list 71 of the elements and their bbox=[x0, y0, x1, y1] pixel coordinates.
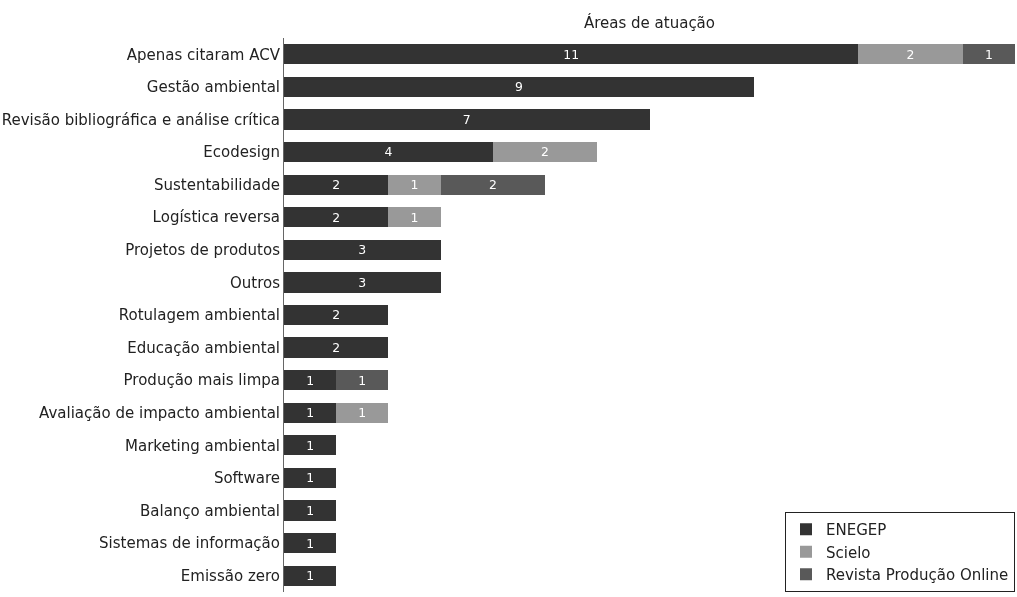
bar bbox=[284, 435, 337, 456]
data-label: 2 bbox=[906, 46, 915, 62]
bar bbox=[858, 44, 963, 65]
data-label: 2 bbox=[332, 209, 341, 225]
bar bbox=[284, 239, 441, 260]
data-label: 1 bbox=[306, 372, 315, 388]
data-label: 4 bbox=[384, 144, 393, 160]
data-label: 2 bbox=[332, 177, 341, 193]
bar bbox=[336, 402, 389, 423]
data-label: 1 bbox=[410, 209, 419, 225]
data-label: 11 bbox=[563, 46, 580, 62]
data-label: 1 bbox=[306, 470, 315, 486]
bar bbox=[492, 141, 598, 163]
bar bbox=[284, 207, 389, 228]
y-tick-label: Sistemas de informação bbox=[99, 534, 280, 553]
data-label: 2 bbox=[541, 144, 550, 160]
data-label: 2 bbox=[488, 177, 497, 193]
y-tick-label: Educação ambiental bbox=[127, 338, 280, 357]
bar bbox=[284, 272, 441, 293]
bar bbox=[284, 370, 337, 391]
legend-label: Scielo bbox=[826, 543, 871, 562]
data-label: 3 bbox=[358, 242, 367, 258]
y-tick-label: Gestão ambiental bbox=[146, 78, 280, 97]
legend-label: Revista Produção Online bbox=[826, 566, 1009, 585]
data-label: 3 bbox=[358, 274, 367, 290]
bar bbox=[284, 141, 493, 163]
bar bbox=[284, 402, 337, 423]
y-tick-label: Ecodesign bbox=[203, 143, 280, 162]
data-label: 2 bbox=[332, 307, 341, 323]
data-label: 9 bbox=[515, 79, 524, 95]
y-tick-label: Rotulagem ambiental bbox=[118, 306, 280, 325]
data-label: 1 bbox=[358, 372, 367, 388]
bar bbox=[440, 174, 546, 195]
bar bbox=[284, 304, 389, 326]
y-tick-label: Produção mais limpa bbox=[123, 371, 280, 390]
y-tick-label: Software bbox=[213, 469, 280, 488]
data-label: 1 bbox=[410, 177, 419, 193]
bar bbox=[284, 76, 754, 97]
data-label: 1 bbox=[306, 437, 315, 453]
y-tick-label: Outros bbox=[229, 273, 281, 292]
bar bbox=[962, 44, 1015, 65]
chart-title: Áreas de atuação bbox=[583, 13, 716, 33]
y-tick-label: Revisão bibliográfica e análise crítica bbox=[1, 110, 280, 129]
bar bbox=[336, 370, 389, 391]
bar bbox=[284, 44, 859, 65]
y-tick-label: Avaliação de impacto ambiental bbox=[39, 404, 280, 423]
data-label: 2 bbox=[332, 340, 341, 356]
data-label: 1 bbox=[984, 46, 993, 62]
y-tick-label: Apenas citaram ACV bbox=[126, 45, 281, 64]
y-tick-label: Marketing ambiental bbox=[125, 436, 280, 455]
data-label: 1 bbox=[306, 535, 315, 551]
data-label: 1 bbox=[306, 405, 315, 421]
legend-label: ENEGEP bbox=[826, 521, 887, 540]
bar bbox=[388, 174, 441, 195]
bar bbox=[388, 207, 441, 228]
data-label: 1 bbox=[306, 568, 315, 584]
y-tick-label: Sustentabilidade bbox=[153, 175, 280, 194]
data-label: 7 bbox=[462, 111, 471, 127]
y-tick-label: Logística reversa bbox=[152, 208, 280, 227]
bar bbox=[284, 467, 337, 489]
bar bbox=[284, 174, 389, 195]
data-label: 1 bbox=[306, 502, 315, 518]
y-tick-label: Emissão zero bbox=[180, 566, 280, 585]
bar bbox=[284, 337, 389, 358]
bar bbox=[284, 533, 337, 554]
data-label: 1 bbox=[358, 405, 367, 421]
bar bbox=[284, 565, 337, 586]
y-tick-label: Balanço ambiental bbox=[139, 501, 280, 520]
y-tick-label: Projetos de produtos bbox=[125, 241, 281, 260]
bar bbox=[284, 500, 337, 521]
bar bbox=[284, 109, 650, 130]
